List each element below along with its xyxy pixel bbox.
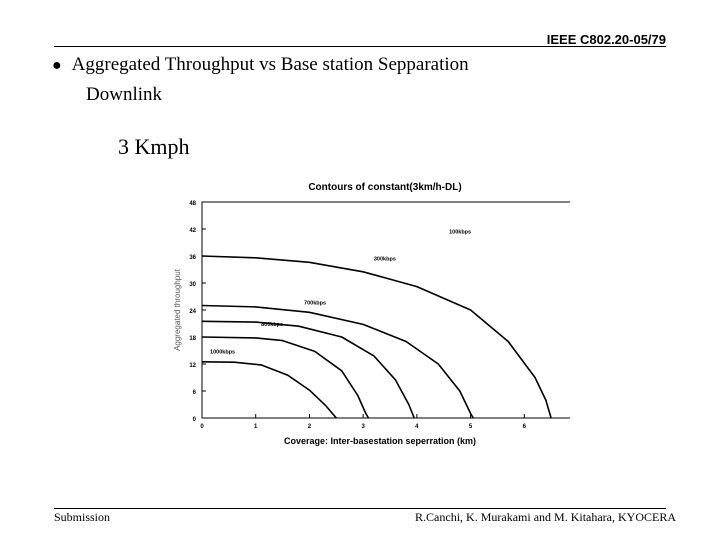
x-tick-label: 2 bbox=[308, 424, 312, 430]
series-label-300kbps: 300kbps bbox=[374, 257, 396, 263]
y-tick-label: 12 bbox=[189, 363, 196, 369]
x-tick-label: 5 bbox=[469, 424, 473, 430]
y-tick-label: 0 bbox=[193, 417, 197, 423]
speed-label: 3 Kmph bbox=[118, 134, 190, 159]
bullet-line: ● Aggregated Throughput vs Base station … bbox=[52, 54, 469, 76]
footer-left: Submission bbox=[54, 510, 111, 524]
y-tick-label: 48 bbox=[189, 201, 196, 207]
series-label-100kbps: 100kbps bbox=[449, 230, 471, 236]
series-label-800kbps: 800kbps bbox=[261, 322, 283, 328]
sub-heading: Downlink bbox=[86, 84, 162, 105]
contour-line-800kbps bbox=[201, 336, 370, 419]
throughput-chart: Contours of constant(3km/h-DL) Coverage:… bbox=[173, 182, 570, 446]
x-tick-label: 6 bbox=[523, 424, 527, 430]
document-id: IEEE C802.20-05/79 bbox=[546, 32, 666, 47]
chart-x-label: Coverage: Inter-basestation seperration … bbox=[284, 436, 476, 446]
bullet-icon: ● bbox=[52, 57, 62, 74]
y-tick-label: 30 bbox=[189, 282, 196, 288]
y-tick-label: 42 bbox=[189, 228, 196, 234]
series-label-700kbps: 700kbps bbox=[304, 301, 326, 307]
contour-line-300kbps bbox=[201, 304, 474, 419]
contour-line-700kbps bbox=[201, 320, 415, 419]
chart-y-label: Aggregated throughput bbox=[173, 268, 182, 351]
chart-title: Contours of constant(3km/h-DL) bbox=[308, 182, 461, 193]
x-tick-label: 0 bbox=[200, 424, 204, 430]
x-tick-label: 3 bbox=[361, 424, 365, 430]
footer-rule bbox=[54, 508, 666, 509]
y-tick-label: 36 bbox=[189, 255, 196, 261]
y-tick-label: 6 bbox=[193, 390, 197, 396]
plot-frame bbox=[201, 201, 570, 419]
footer-right: R.Canchi, K. Murakami and M. Kitahara, K… bbox=[415, 510, 676, 524]
y-tick-label: 24 bbox=[189, 309, 196, 315]
header-rule bbox=[54, 46, 666, 47]
contour-line-1000kbps bbox=[201, 361, 337, 419]
bullet-text: Aggregated Throughput vs Base station Se… bbox=[71, 54, 469, 75]
y-tick-label: 18 bbox=[189, 336, 196, 342]
contour-line-100kbps bbox=[201, 255, 552, 419]
x-tick-label: 1 bbox=[254, 424, 258, 430]
series-label-1000kbps: 1000kbps bbox=[210, 350, 235, 356]
x-tick-label: 4 bbox=[415, 424, 419, 430]
